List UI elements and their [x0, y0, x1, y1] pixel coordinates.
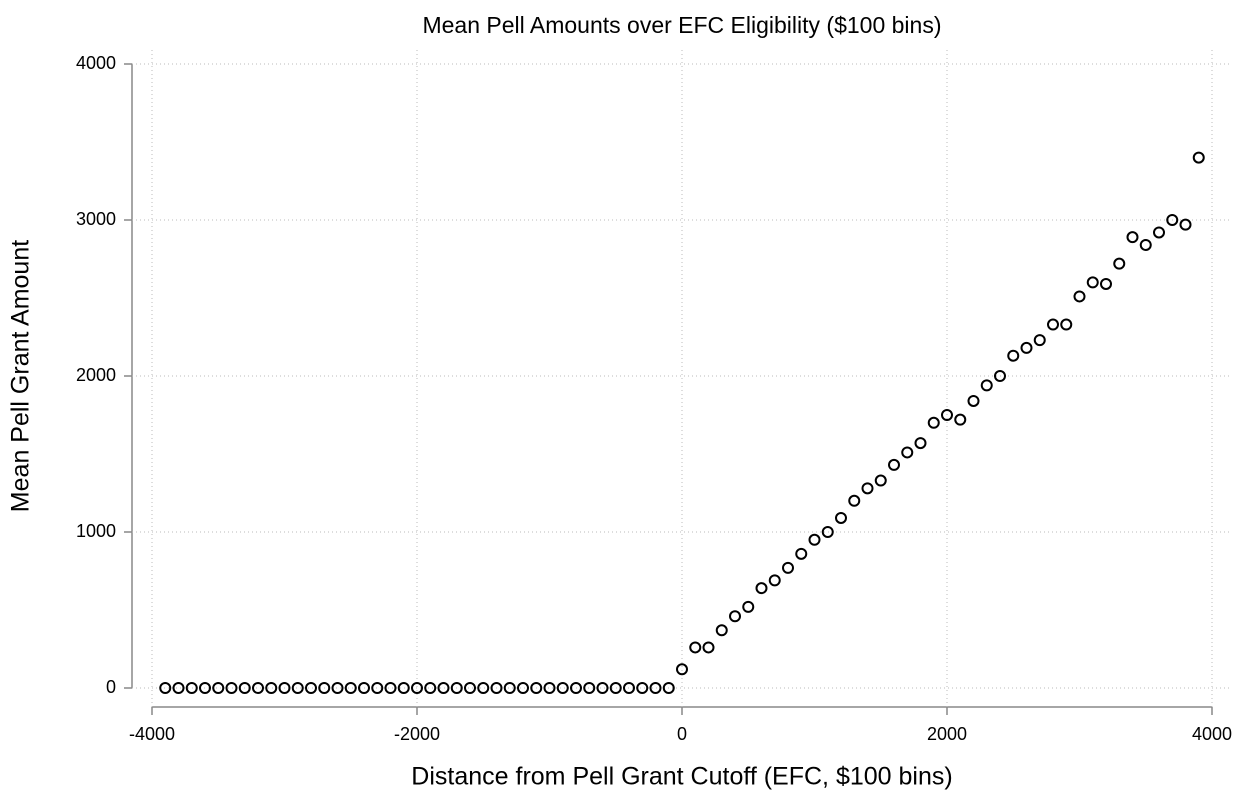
point [914, 437, 927, 450]
point [1060, 318, 1073, 331]
point [437, 682, 450, 694]
point [1007, 349, 1020, 362]
point [821, 526, 834, 538]
point [927, 416, 940, 429]
point [159, 682, 172, 694]
point [954, 413, 967, 426]
point [278, 682, 291, 694]
point [358, 682, 370, 694]
point [570, 682, 582, 694]
point [265, 682, 278, 694]
point [424, 682, 437, 694]
point [994, 370, 1006, 382]
point [596, 682, 609, 694]
point [1126, 231, 1139, 244]
point [1020, 341, 1033, 354]
point [1047, 318, 1059, 331]
point [464, 682, 476, 694]
point [1086, 276, 1099, 289]
point [795, 547, 808, 560]
x-tick-label: 0 [677, 724, 687, 744]
point [450, 682, 463, 694]
point [835, 511, 847, 524]
point [252, 682, 264, 694]
chart-title: Mean Pell Amounts over EFC Eligibility (… [422, 12, 941, 38]
point [411, 682, 423, 694]
point [384, 682, 397, 694]
point [318, 682, 331, 694]
point [543, 682, 556, 694]
point [1113, 257, 1126, 270]
point [490, 682, 503, 694]
y-tick-label: 4000 [76, 53, 116, 73]
point [662, 682, 675, 694]
point [185, 682, 198, 694]
point [901, 446, 914, 459]
point [1192, 151, 1205, 164]
point [503, 682, 516, 694]
point [755, 582, 768, 595]
y-axis-label: Mean Pell Grant Amount [7, 240, 35, 512]
point [291, 682, 304, 694]
point [331, 682, 344, 694]
point [1179, 218, 1192, 231]
point [556, 682, 569, 694]
point [636, 682, 649, 694]
point [874, 474, 887, 487]
point [305, 682, 317, 694]
point [212, 682, 225, 694]
y-tick-label: 2000 [76, 365, 116, 385]
y-tick-label: 3000 [76, 209, 116, 229]
point [172, 682, 185, 694]
point [1153, 226, 1165, 239]
point [344, 682, 357, 694]
point [397, 682, 410, 694]
point [689, 641, 702, 654]
point [1033, 334, 1046, 347]
point [609, 682, 622, 694]
point [1073, 290, 1086, 303]
x-tick-label: 2000 [927, 724, 967, 744]
point [715, 624, 728, 637]
point [1166, 214, 1179, 226]
point [782, 561, 794, 574]
point [848, 494, 861, 507]
point [477, 682, 490, 694]
point [941, 409, 953, 421]
point [967, 394, 980, 407]
point [517, 682, 529, 694]
point [1139, 238, 1152, 251]
point [583, 682, 596, 694]
point [238, 682, 251, 694]
point [676, 663, 688, 676]
point [649, 682, 662, 694]
point [729, 610, 741, 623]
point [371, 682, 384, 694]
y-tick-label: 0 [106, 677, 116, 697]
point [808, 533, 821, 546]
point [861, 482, 874, 495]
point [980, 379, 993, 392]
point [702, 641, 715, 654]
point [1100, 277, 1112, 290]
x-tick-label: 4000 [1192, 724, 1232, 744]
point [199, 682, 211, 694]
point [225, 682, 238, 694]
x-axis-label: Distance from Pell Grant Cutoff (EFC, $1… [411, 763, 952, 791]
point [530, 682, 543, 694]
point [742, 600, 755, 613]
point [623, 682, 635, 694]
y-tick-label: 1000 [76, 521, 116, 541]
point [888, 458, 900, 471]
x-tick-label: -4000 [129, 724, 175, 744]
point [768, 574, 781, 587]
x-tick-label: -2000 [394, 724, 440, 744]
